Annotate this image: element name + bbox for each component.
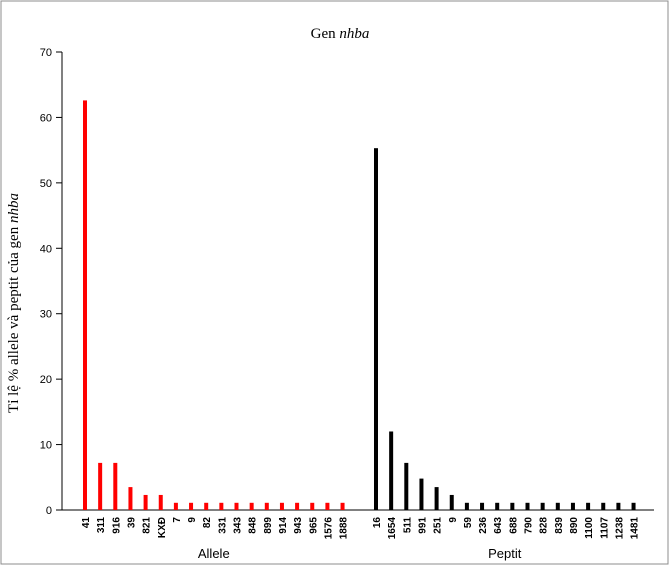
bar-allele xyxy=(295,502,300,510)
x-tick-label: 59 xyxy=(463,517,474,529)
x-tick-label: 9 xyxy=(448,517,459,523)
y-axis-label: Tỉ lệ % allele và peptit của gen nhba xyxy=(6,193,22,413)
x-tick-label: 1107 xyxy=(599,517,610,539)
x-tick-label: 331 xyxy=(217,517,228,534)
x-tick-label: 1100 xyxy=(584,517,595,539)
bar-peptit xyxy=(555,502,560,510)
x-tick-label: 9 xyxy=(187,517,198,523)
x-tick-label: 82 xyxy=(202,517,213,529)
bar-peptit xyxy=(389,431,394,510)
x-tick-label: KXĐ xyxy=(157,517,168,538)
bar-peptit xyxy=(449,494,454,510)
y-tick-label: 60 xyxy=(40,112,52,124)
bar-peptit xyxy=(434,487,439,510)
bar-peptit xyxy=(586,502,591,510)
bars xyxy=(83,100,636,510)
x-tick-label: 839 xyxy=(554,517,565,534)
bar-peptit xyxy=(570,502,575,510)
x-tick-label: 848 xyxy=(248,517,259,534)
bar-allele xyxy=(158,494,163,510)
y-tick-label: 30 xyxy=(40,309,52,321)
x-tick-label: 251 xyxy=(433,517,444,534)
bar-allele xyxy=(98,462,103,510)
bar-allele xyxy=(279,502,284,510)
bar-peptit xyxy=(480,502,485,510)
bar-peptit xyxy=(601,502,606,510)
bar-allele xyxy=(310,502,315,510)
bar-allele xyxy=(249,502,254,510)
bar-peptit xyxy=(540,502,545,510)
y-tick-label: 20 xyxy=(40,374,52,386)
x-tick-label: 965 xyxy=(308,517,319,534)
x-tick-label: 1238 xyxy=(614,517,625,540)
y-tick-label: 70 xyxy=(40,47,52,59)
x-tick-label: 41 xyxy=(81,517,92,529)
y-axis-label-prefix: Tỉ lệ % allele và peptit của gen xyxy=(6,223,22,413)
bar-peptit xyxy=(464,502,469,510)
bar-allele xyxy=(325,502,330,510)
x-tick-labels: 41 311 916 39 821 KXĐ 7 9 82 331 343 848 899 914 943 96… xyxy=(81,517,641,540)
bar-allele xyxy=(234,502,239,510)
x-tick-label: 899 xyxy=(263,517,274,534)
bar-peptit xyxy=(404,462,409,510)
x-tick-label: 916 xyxy=(111,517,122,534)
x-tick-label: 991 xyxy=(417,517,428,534)
group-label-peptit: Peptit xyxy=(488,546,522,561)
x-tick-label: 943 xyxy=(293,517,304,534)
x-tick-label: 7 xyxy=(172,517,183,523)
bar-allele xyxy=(189,502,194,510)
bar-peptit xyxy=(510,502,515,510)
x-tick-label: 828 xyxy=(539,517,550,534)
bar-allele xyxy=(128,487,133,510)
x-tick-label: 790 xyxy=(524,517,535,534)
chart-title-prefix: Gen xyxy=(311,26,340,42)
x-tick-label: 1654 xyxy=(387,517,398,540)
x-tick-label: 343 xyxy=(233,517,244,534)
bar-peptit xyxy=(631,502,636,510)
bar-allele xyxy=(219,502,224,510)
x-tick-label: 16 xyxy=(372,517,383,529)
chart-title-italic: nhba xyxy=(339,26,369,42)
bar-allele xyxy=(173,502,178,510)
y-ticks: 0 10 20 30 40 50 60 70 xyxy=(40,47,62,517)
y-tick-label: 10 xyxy=(40,440,52,452)
bar-allele xyxy=(83,100,87,510)
bar-peptit xyxy=(419,478,424,510)
x-tick-label: 914 xyxy=(278,517,289,534)
x-tick-label: 311 xyxy=(96,517,107,534)
bar-allele xyxy=(340,502,345,510)
x-tick-label: 511 xyxy=(402,517,413,534)
bar-allele xyxy=(264,502,269,510)
bar-peptit xyxy=(495,502,500,510)
y-tick-label: 0 xyxy=(46,505,52,517)
group-label-allele: Allele xyxy=(198,546,230,561)
x-tick-label: 1576 xyxy=(323,517,334,540)
x-tick-label: 643 xyxy=(493,517,504,534)
bar-peptit xyxy=(374,148,378,510)
x-tick-label: 821 xyxy=(142,517,153,534)
x-tick-label: 39 xyxy=(126,517,137,529)
y-axis-label-italic: nhba xyxy=(6,193,22,223)
bar-allele xyxy=(143,494,148,510)
group-labels: Allele Peptit xyxy=(198,546,522,561)
y-tick-label: 50 xyxy=(40,178,52,190)
bar-allele xyxy=(113,462,118,510)
x-tick-label: 688 xyxy=(508,517,519,534)
x-tick-label: 1888 xyxy=(339,517,350,540)
chart-title: Gen nhba xyxy=(311,26,370,42)
x-tick-label: 1481 xyxy=(630,517,641,540)
y-tick-label: 40 xyxy=(40,243,52,255)
bar-peptit xyxy=(616,502,621,510)
x-tick-label: 890 xyxy=(569,517,580,534)
x-tick-label: 236 xyxy=(478,517,489,534)
bar-allele xyxy=(204,502,209,510)
bar-peptit xyxy=(525,502,530,510)
